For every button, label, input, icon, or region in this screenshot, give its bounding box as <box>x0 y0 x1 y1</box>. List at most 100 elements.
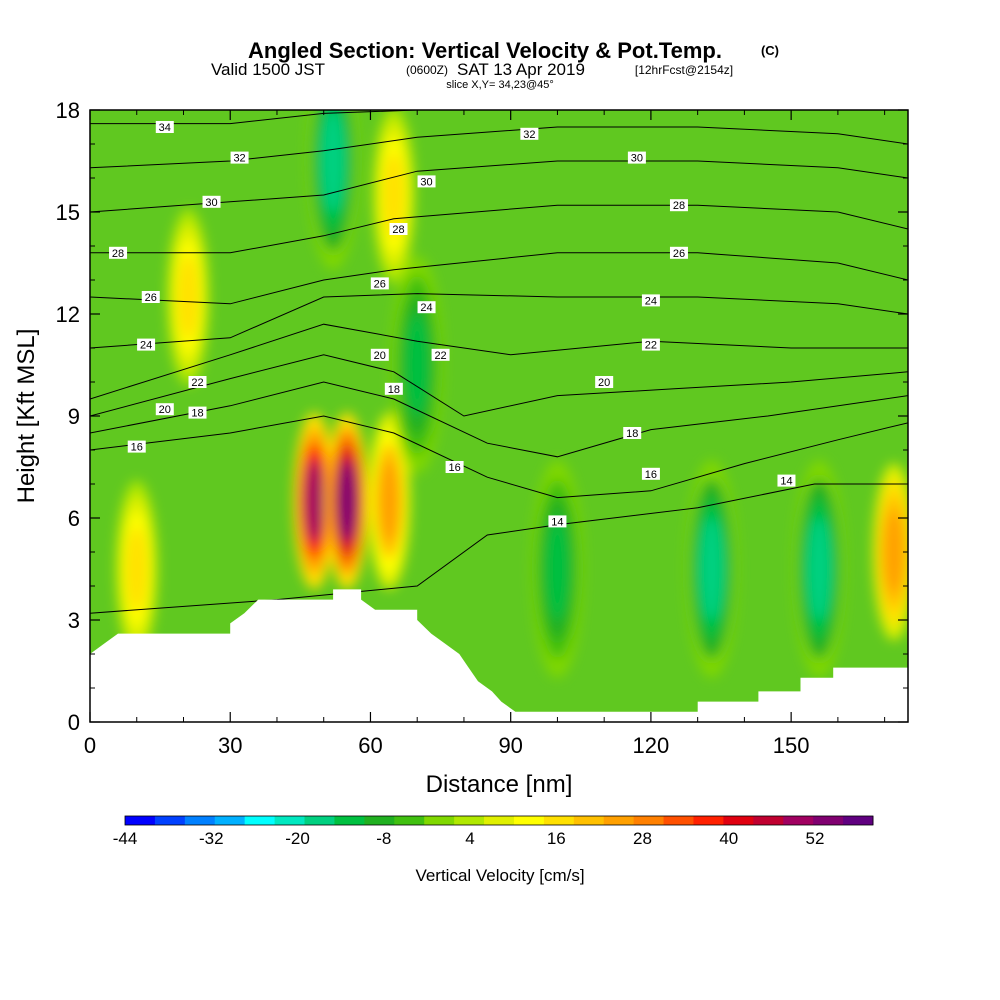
x-tick-label: 150 <box>773 733 810 758</box>
isentrope-label-box <box>669 199 688 212</box>
isentrope-label: 20 <box>155 403 174 416</box>
isentrope-label-text: 26 <box>145 292 157 304</box>
isentrope-label-text: 32 <box>233 153 245 165</box>
isentrope-label-text: 30 <box>420 176 432 188</box>
colorbar-swatch <box>543 816 575 825</box>
isentrope-label: 18 <box>623 427 642 440</box>
colorbar-swatch <box>394 816 425 825</box>
isentrope-label: 16 <box>127 440 146 454</box>
x-tick-label: 120 <box>633 733 670 758</box>
subtitle-forecast: [12hrFcst@2154z] <box>635 63 733 77</box>
isentrope-label-text: 18 <box>191 408 203 420</box>
y-tick-label: 6 <box>68 506 80 531</box>
isentrope-label: 18 <box>188 406 207 420</box>
colorbar-swatch <box>513 816 545 825</box>
isentrope-26 <box>90 252 908 305</box>
colorbar-tick-label: 28 <box>633 829 652 848</box>
colorbar-swatch <box>723 816 754 825</box>
chart-title-suffix: (C) <box>761 43 779 58</box>
isentrope-label-text: 34 <box>159 122 171 134</box>
velocity-cell-1-3 <box>337 459 358 543</box>
isentrope-label-text: 22 <box>191 377 203 389</box>
isentrope-label-box <box>417 301 436 314</box>
isentrope-label-box <box>623 427 642 439</box>
isentrope-16 <box>90 415 908 499</box>
isentrope-label: 22 <box>188 376 207 389</box>
colorbar-tick-label: 52 <box>806 829 825 848</box>
terrain <box>90 589 908 722</box>
isentrope-label-text: 26 <box>374 278 386 290</box>
colorbar-swatch <box>603 816 635 825</box>
isentrope-label: 32 <box>520 127 539 141</box>
isentrope-label: 14 <box>777 474 796 488</box>
isentrope-label-text: 24 <box>420 302 432 314</box>
colorbar-tick-label: -20 <box>285 829 310 848</box>
isentrope-label-text: 28 <box>673 200 685 212</box>
isentrope-label: 18 <box>384 382 403 396</box>
isentrope-label-text: 20 <box>159 404 171 416</box>
y-tick-label: 3 <box>68 608 80 633</box>
colorbar-swatch <box>573 816 605 825</box>
isentrope-24 <box>90 293 908 349</box>
isentrope-label-box <box>389 223 408 235</box>
velocity-cell-10-3 <box>699 517 724 621</box>
velocity-cell-3-3 <box>126 527 147 611</box>
isentrope-label-box <box>370 277 389 290</box>
isentrope-label: 22 <box>431 348 450 362</box>
colorbar-tick-label: -32 <box>199 829 224 848</box>
isentrope-20 <box>90 354 908 417</box>
isentrope-label-text: 18 <box>388 384 400 396</box>
isentrope-label-text: 26 <box>673 248 685 260</box>
isentrope-label: 30 <box>627 151 646 165</box>
isentrope-label: 26 <box>141 291 160 304</box>
colorbar-label: Vertical Velocity [cm/s] <box>415 866 584 885</box>
colorbar-swatch <box>125 816 156 825</box>
colorbar-tick-label: 4 <box>465 829 474 848</box>
isentrope-label: 24 <box>137 338 156 352</box>
velocity-cell-9-3 <box>545 517 570 621</box>
slice-info: slice X,Y= 34,23@45° <box>446 79 554 91</box>
y-axis-label: Height [Kft MSL] <box>13 329 40 504</box>
colorbar-frame <box>124 815 874 826</box>
isentrope-label-box <box>520 127 539 140</box>
y-tick-label: 0 <box>68 710 80 735</box>
isentrope-label-text: 14 <box>551 516 563 528</box>
x-tick-label: 0 <box>84 733 96 758</box>
isentrope-label-box <box>188 376 207 388</box>
isentrope-label-box <box>109 246 128 259</box>
colorbar <box>124 815 874 826</box>
colorbar-swatch <box>334 816 365 825</box>
isentrope-label-text: 16 <box>131 442 143 454</box>
isentrope-label: 26 <box>669 246 688 260</box>
colorbar-swatch <box>304 816 335 825</box>
y-axis: 0 3 6 9 12 15 18 <box>56 98 908 735</box>
isentrope-label-box <box>548 515 567 528</box>
isentrope-label: 26 <box>370 277 389 290</box>
isentrope-30 <box>90 160 908 213</box>
isentrope-label-box <box>445 461 464 473</box>
isentrope-label: 34 <box>155 121 174 134</box>
isentrope-label: 32 <box>230 151 249 165</box>
isentrope-label-box <box>641 467 660 480</box>
colorbar-swatch <box>843 816 874 825</box>
isentrope-label-box <box>777 474 796 487</box>
isentrope-label: 30 <box>202 195 221 209</box>
isentrope-label: 20 <box>595 376 614 389</box>
colorbar-swatch <box>484 816 515 825</box>
isentrope-label: 16 <box>445 461 464 474</box>
colorbar-swatch <box>214 816 246 825</box>
chart-subtitle: Valid 1500 JST (0600Z) SAT 13 Apr 2019 [… <box>211 60 733 79</box>
isentrope-label-box <box>127 440 146 453</box>
isentrope-label-text: 16 <box>645 469 657 481</box>
plot-background <box>90 110 908 722</box>
velocity-cell-5-3 <box>383 153 404 237</box>
isentrope-label: 16 <box>641 467 660 481</box>
isentrope-22 <box>90 323 908 400</box>
isentrope-label: 28 <box>109 246 128 260</box>
colorbar-swatch <box>633 816 665 825</box>
colorbar-swatch <box>364 816 395 825</box>
colorbar-swatch <box>274 816 306 825</box>
isentrope-label-text: 14 <box>780 476 792 488</box>
colorbar-swatch <box>424 816 455 825</box>
